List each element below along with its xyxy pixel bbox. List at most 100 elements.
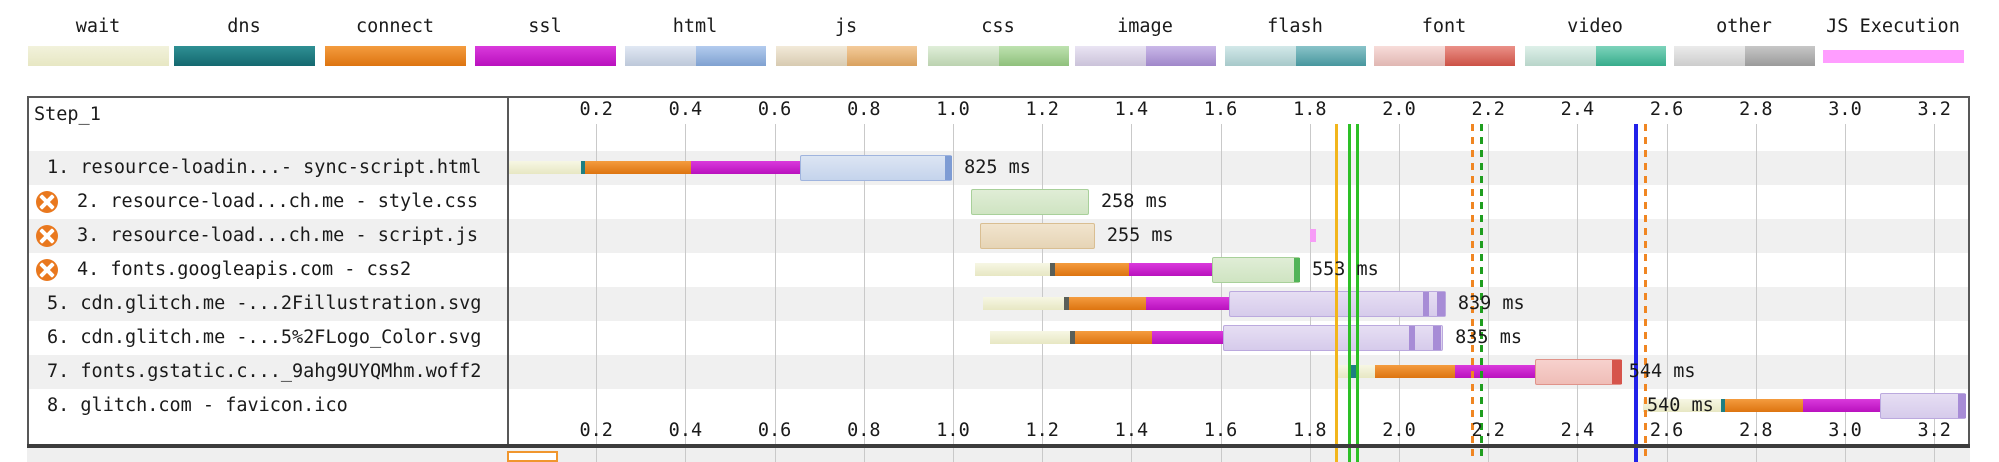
legend-swatch-js [776, 46, 917, 66]
bar-segment-connect[interactable] [1725, 399, 1804, 412]
row-label[interactable]: 5. cdn.glitch.me -...2Fillustration.svg [47, 293, 482, 314]
top-axis-tick-label: 2.8 [1739, 99, 1773, 120]
bar-segment-ssl[interactable] [1803, 399, 1881, 412]
gridline [1666, 124, 1668, 462]
top-axis-tick-label: 2.0 [1382, 99, 1416, 120]
legend-swatch-ssl [475, 46, 616, 66]
legend-swatch-dark-half [846, 46, 917, 66]
download-chunk-marker [1612, 360, 1622, 384]
download-chunk-marker [1432, 326, 1441, 350]
bar-segment-wait[interactable] [509, 161, 582, 174]
legend-item-label: font [1421, 16, 1467, 37]
legend-swatch-light-half [928, 46, 999, 66]
request-duration-label: 839 ms [1457, 293, 1525, 314]
bar-segment-dns[interactable] [581, 161, 586, 174]
bar-segment-dns[interactable] [1351, 365, 1356, 378]
bar-segment-connect[interactable] [1074, 331, 1152, 344]
bar-segment-wait[interactable] [982, 297, 1065, 310]
legend-swatch-light-half [1525, 46, 1596, 66]
legend-item-label: html [672, 16, 718, 37]
bar-segment-connect[interactable] [585, 161, 692, 174]
download-chunk-marker [945, 156, 953, 180]
first-contentful-paint-line [1355, 124, 1359, 462]
row-label[interactable]: 4. fonts.googleapis.com - css2 [77, 259, 412, 280]
download-box-image[interactable] [1880, 393, 1966, 419]
bar-segment-ssl[interactable] [691, 161, 800, 174]
request-duration-label: 255 ms [1106, 225, 1174, 246]
bar-segment-ssl[interactable] [1146, 297, 1230, 310]
legend-swatch-connect [325, 46, 466, 66]
request-duration-label: 258 ms [1101, 191, 1168, 212]
top-axis-tick-label: 1.8 [1293, 99, 1327, 120]
next-section-orange-box[interactable] [507, 451, 559, 462]
legend-swatch-wait [28, 46, 169, 66]
document-complete-line [1634, 124, 1639, 462]
download-box-js[interactable] [980, 223, 1095, 249]
bottom-axis-tick-label: 1.4 [1114, 420, 1149, 441]
download-box-html[interactable] [800, 155, 953, 181]
legend-swatch-js-execution [1823, 50, 1964, 63]
bar-segment-connect[interactable] [1068, 297, 1147, 310]
dom-interactive-line [1470, 124, 1474, 462]
bottom-axis-tick-label: 2.0 [1382, 420, 1416, 441]
legend-item-label: ssl [528, 16, 562, 37]
bar-segment-wait[interactable] [990, 331, 1071, 344]
row-label[interactable]: 2. resource-load...ch.me - style.css [77, 191, 478, 212]
bar-segment-dns[interactable] [1721, 399, 1726, 412]
row-label[interactable]: 8. glitch.com - favicon.ico [47, 395, 348, 416]
row-label[interactable]: 3. resource-load...ch.me - script.js [77, 225, 478, 246]
bar-segment-darktick[interactable] [1070, 331, 1075, 344]
download-box-font[interactable] [1535, 359, 1622, 385]
row-label[interactable]: 1. resource-loadin...- sync-script.html [47, 157, 482, 178]
blocked-request-icon [36, 191, 58, 213]
bottom-axis-tick-label: 1.6 [1203, 420, 1238, 441]
after-on-load-line [1643, 124, 1647, 462]
bar-segment-wait[interactable] [1355, 365, 1375, 378]
top-axis-tick-label: 1.4 [1114, 99, 1149, 120]
gridline [1488, 124, 1490, 462]
legend-swatch-other [1674, 46, 1815, 66]
legend-swatch-light-half [1225, 46, 1296, 66]
download-box-css[interactable] [1212, 257, 1300, 283]
legend-swatch-flash [1225, 46, 1366, 66]
gridline [1131, 124, 1133, 462]
bottom-axis-tick-label: 0.8 [847, 420, 881, 441]
bottom-axis-tick-label: 2.4 [1560, 420, 1595, 441]
gridline [1934, 124, 1936, 462]
legend-swatch-light-half [1374, 46, 1445, 66]
legend-item-label: video [1567, 16, 1623, 37]
blocked-request-icon [36, 259, 58, 281]
bar-segment-wait[interactable] [1642, 399, 1721, 412]
download-box-image[interactable] [1222, 325, 1444, 351]
download-chunk-marker [1436, 292, 1445, 316]
request-duration-label: 825 ms [964, 157, 1031, 178]
request-duration-label: 544 ms [1628, 361, 1696, 382]
legend-item-label: connect [356, 16, 434, 37]
bar-segment-darktick[interactable] [1050, 263, 1055, 276]
blocked-request-icon [36, 225, 58, 247]
bar-segment-wait[interactable] [1335, 365, 1352, 378]
bar-segment-jsexec[interactable] [1309, 229, 1317, 242]
bottom-axis-tick-label: 2.6 [1649, 420, 1684, 441]
legend-swatch-dark-half [1444, 46, 1515, 66]
bottom-axis-tick-label: 3.0 [1828, 420, 1862, 441]
legend-swatch-dark-half [1145, 46, 1216, 66]
bar-segment-darktick[interactable] [1064, 297, 1069, 310]
bar-segment-connect[interactable] [1054, 263, 1130, 276]
bar-segment-ssl[interactable] [1455, 365, 1536, 378]
row-label[interactable]: 6. cdn.glitch.me -...5%2FLogo_Color.svg [47, 327, 482, 348]
bar-segment-connect[interactable] [1374, 365, 1456, 378]
bar-segment-ssl[interactable] [1129, 263, 1213, 276]
legend-item-label: flash [1267, 16, 1323, 37]
download-chunk-marker [1423, 292, 1429, 316]
legend-swatch-light-half [776, 46, 847, 66]
download-box-css[interactable] [970, 189, 1090, 215]
row-label[interactable]: 7. fonts.gstatic.c..._9ahg9UYQMhm.woff2 [47, 361, 482, 382]
bottom-axis-tick-label: 2.2 [1471, 420, 1505, 441]
request-duration-label: 835 ms [1455, 327, 1522, 348]
bottom-axis-tick-label: 1.2 [1025, 420, 1059, 441]
bar-segment-ssl[interactable] [1151, 331, 1223, 344]
bottom-axis-tick-label: 0.2 [579, 420, 613, 441]
bar-segment-wait[interactable] [974, 263, 1051, 276]
legend-swatch-light-half [1075, 46, 1146, 66]
